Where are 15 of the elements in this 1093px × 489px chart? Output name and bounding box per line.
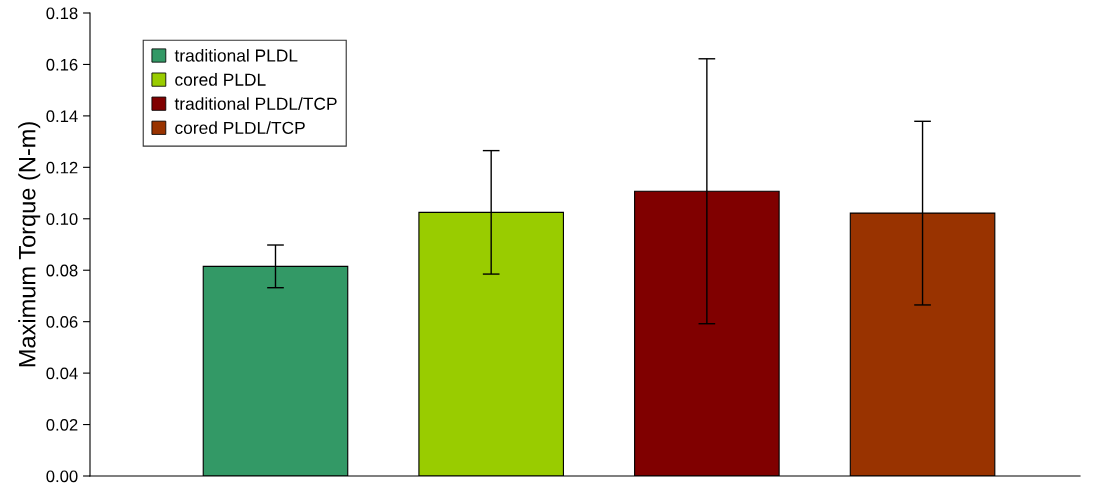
legend-label: cored PLDL/TCP	[175, 121, 305, 134]
y-tick-label: 0.02	[46, 418, 78, 431]
y-axis-title: Maximum Torque (N-m)	[18, 122, 41, 367]
y-tick-label: 0.04	[46, 367, 78, 380]
y-tick-label: 0.18	[46, 7, 78, 20]
legend-label: traditional PLDL/TCP	[174, 97, 337, 110]
y-tick-label: 0.08	[46, 264, 78, 277]
y-tick-label: 0.00	[46, 470, 78, 483]
y-tick-label: 0.10	[46, 213, 78, 225]
legend-label: cored PLDL	[175, 73, 266, 86]
y-tick-label: 0.06	[46, 316, 78, 328]
legend-label: traditional PLDL	[174, 48, 298, 62]
y-tick-label: 0.16	[46, 58, 78, 71]
y-tick-label: 0.12	[46, 161, 78, 174]
y-tick-label: 0.14	[46, 110, 78, 123]
